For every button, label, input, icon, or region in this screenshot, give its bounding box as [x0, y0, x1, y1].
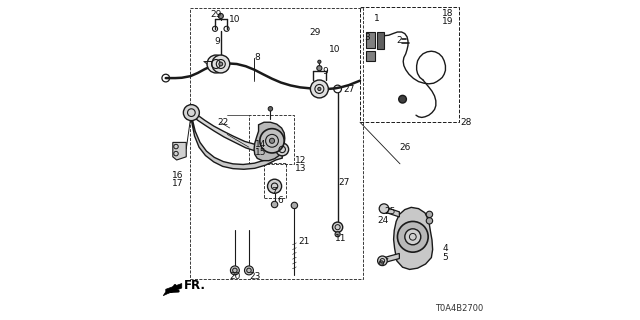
Circle shape — [291, 202, 298, 209]
Text: 9: 9 — [323, 67, 328, 76]
Text: 21: 21 — [298, 237, 310, 246]
Circle shape — [426, 218, 433, 224]
Bar — [249, 115, 294, 164]
Circle shape — [317, 60, 321, 63]
Circle shape — [244, 266, 253, 275]
Circle shape — [268, 107, 273, 111]
Text: 11: 11 — [335, 234, 347, 243]
Text: 13: 13 — [295, 164, 307, 173]
Text: 27: 27 — [343, 85, 355, 94]
Text: 4: 4 — [442, 244, 448, 253]
Polygon shape — [191, 115, 282, 169]
Circle shape — [212, 55, 230, 73]
Text: 29: 29 — [210, 10, 221, 19]
Text: 19: 19 — [442, 17, 454, 26]
Text: 24: 24 — [377, 216, 388, 225]
Circle shape — [271, 201, 278, 208]
Polygon shape — [383, 253, 399, 263]
Text: 25: 25 — [384, 207, 396, 216]
Text: 5: 5 — [442, 253, 448, 262]
Circle shape — [317, 87, 321, 91]
Circle shape — [260, 129, 284, 153]
Text: 29: 29 — [310, 28, 321, 36]
Text: 8: 8 — [254, 53, 260, 62]
Text: 10: 10 — [229, 15, 240, 24]
Polygon shape — [366, 51, 375, 61]
Circle shape — [184, 105, 200, 121]
Circle shape — [218, 13, 223, 19]
Polygon shape — [173, 142, 186, 160]
Polygon shape — [366, 32, 375, 48]
Circle shape — [230, 266, 239, 275]
Bar — [191, 8, 364, 279]
Circle shape — [405, 229, 420, 245]
Text: 7: 7 — [271, 188, 277, 196]
Polygon shape — [377, 32, 384, 49]
Circle shape — [317, 66, 322, 71]
Text: 17: 17 — [172, 179, 184, 188]
Text: 14: 14 — [255, 140, 267, 149]
Text: 12: 12 — [295, 156, 307, 164]
Polygon shape — [254, 122, 285, 161]
Bar — [360, 7, 458, 122]
Circle shape — [426, 211, 433, 218]
Polygon shape — [191, 111, 282, 154]
Circle shape — [397, 221, 428, 252]
Circle shape — [379, 204, 389, 213]
Circle shape — [335, 232, 340, 237]
Bar — [264, 163, 286, 198]
Circle shape — [268, 179, 282, 193]
Text: 9: 9 — [214, 37, 220, 46]
Text: 20: 20 — [230, 272, 241, 281]
Text: 28: 28 — [460, 118, 472, 127]
Circle shape — [276, 143, 289, 156]
Circle shape — [269, 138, 275, 143]
Text: T0A4B2700: T0A4B2700 — [435, 304, 483, 313]
Circle shape — [333, 222, 343, 232]
Text: 3: 3 — [364, 33, 370, 42]
Text: 10: 10 — [329, 45, 340, 54]
Text: 26: 26 — [399, 143, 411, 152]
Circle shape — [219, 62, 223, 66]
Circle shape — [207, 55, 225, 73]
Circle shape — [378, 256, 387, 266]
Text: FR.: FR. — [184, 279, 206, 292]
Text: 16: 16 — [172, 171, 184, 180]
Text: 1: 1 — [374, 14, 380, 23]
Circle shape — [310, 80, 328, 98]
Text: 6: 6 — [278, 196, 284, 204]
Polygon shape — [163, 284, 182, 296]
Circle shape — [399, 95, 406, 103]
Text: 15: 15 — [255, 148, 267, 157]
Text: 22: 22 — [217, 118, 228, 127]
Text: 18: 18 — [442, 9, 454, 18]
Text: 23: 23 — [249, 272, 260, 281]
Circle shape — [379, 261, 384, 265]
Text: 27: 27 — [339, 178, 349, 187]
Polygon shape — [394, 207, 433, 269]
Polygon shape — [384, 206, 399, 217]
Text: 2: 2 — [397, 36, 403, 45]
